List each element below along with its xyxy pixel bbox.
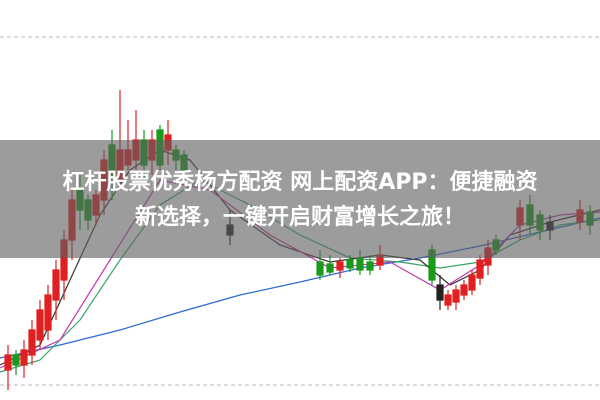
- candlestick: [452, 285, 460, 310]
- candlestick: [444, 290, 452, 310]
- candlestick: [52, 260, 60, 320]
- candlestick: [4, 345, 12, 390]
- candlestick: [28, 320, 36, 365]
- candlestick: [366, 255, 374, 275]
- banner-line: 杠杆股票优秀杨方配资 网上配资APP：便捷融资: [63, 169, 538, 195]
- candlestick: [336, 258, 344, 278]
- candlestick: [36, 300, 44, 350]
- banner-band: [0, 140, 600, 258]
- candlestick: [436, 275, 444, 310]
- candlestick: [476, 255, 484, 285]
- candlestick: [460, 280, 468, 300]
- candlestick: [44, 285, 52, 340]
- candlestick: [12, 350, 20, 375]
- candlestick: [468, 270, 476, 295]
- banner-line: 新选择，一键开启财富增长之旅！: [135, 204, 465, 230]
- candlestick: [326, 255, 334, 275]
- candlestick: [20, 340, 28, 378]
